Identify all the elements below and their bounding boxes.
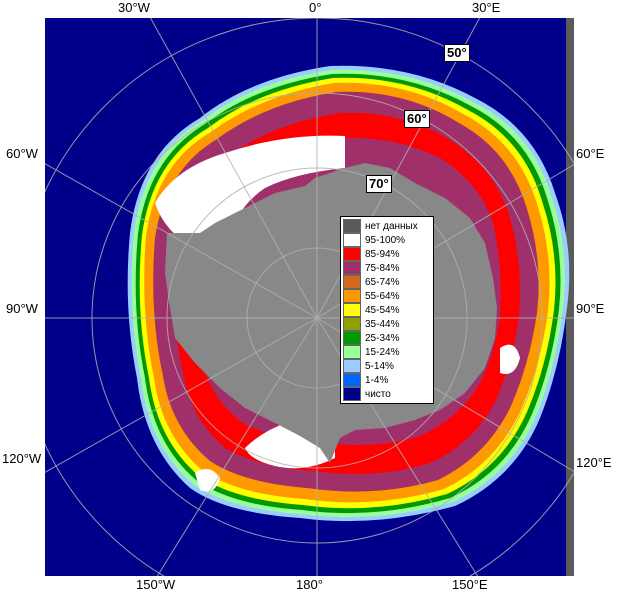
legend-label: чисто xyxy=(365,388,391,400)
legend-swatch xyxy=(343,373,361,387)
legend-swatch xyxy=(343,317,361,331)
fast-ice-weddell xyxy=(155,135,345,253)
sea-ice-map xyxy=(45,18,574,576)
legend-label: 85-94% xyxy=(365,248,400,260)
lat-label-50: 50° xyxy=(444,44,470,62)
legend-item: нет данных xyxy=(343,219,418,233)
legend-swatch xyxy=(343,387,361,401)
legend-item: 35-44% xyxy=(343,317,399,331)
lon-label-90e: 90°E xyxy=(576,301,605,316)
lon-label-0: 0° xyxy=(309,0,322,15)
legend-label: 1-4% xyxy=(365,374,389,386)
legend-swatch xyxy=(343,303,361,317)
legend-label: 15-24% xyxy=(365,346,400,358)
legend-item: 75-84% xyxy=(343,261,399,275)
legend-label: 55-64% xyxy=(365,290,400,302)
legend-swatch xyxy=(343,289,361,303)
legend-swatch xyxy=(343,331,361,345)
legend-swatch xyxy=(343,275,361,289)
lon-label-90w: 90°W xyxy=(6,301,38,316)
lon-label-180: 180° xyxy=(296,577,323,592)
lon-label-60w: 60°W xyxy=(6,146,38,161)
lon-label-120w: 120°W xyxy=(2,451,42,466)
legend-swatch xyxy=(343,233,361,247)
legend-item: 1-4% xyxy=(343,373,388,387)
lon-label-150w: 150°W xyxy=(136,577,176,592)
legend-swatch xyxy=(343,247,361,261)
legend-label: нет данных xyxy=(365,220,418,232)
legend-label: 45-54% xyxy=(365,304,400,316)
lon-label-60e: 60°E xyxy=(576,146,605,161)
legend-swatch xyxy=(343,261,361,275)
legend-item: 55-64% xyxy=(343,289,399,303)
legend-label: 5-14% xyxy=(365,360,394,372)
legend-swatch xyxy=(343,359,361,373)
legend-item: 95-100% xyxy=(343,233,405,247)
legend-item: 85-94% xyxy=(343,247,399,261)
nodata-strip xyxy=(566,18,574,576)
legend-label: 25-34% xyxy=(365,332,400,344)
lon-label-150e: 150°E xyxy=(452,577,488,592)
concentration-legend: нет данных 95-100% 85-94% 75-84% 65-74% 55-64… xyxy=(340,216,434,404)
fast-ice-east xyxy=(500,344,520,374)
legend-swatch xyxy=(343,219,361,233)
legend-item: 65-74% xyxy=(343,275,399,289)
legend-label: 65-74% xyxy=(365,276,400,288)
lat-label-60: 60° xyxy=(404,110,430,128)
lon-label-30w: 30°W xyxy=(118,0,150,15)
lon-label-30e: 30°E xyxy=(472,0,501,15)
legend-swatch xyxy=(343,345,361,359)
legend-item: 5-14% xyxy=(343,359,394,373)
legend-item: 15-24% xyxy=(343,345,399,359)
lat-label-70: 70° xyxy=(366,175,392,193)
legend-item: чисто xyxy=(343,387,391,401)
legend-item: 25-34% xyxy=(343,331,399,345)
legend-label: 75-84% xyxy=(365,262,400,274)
legend-item: 45-54% xyxy=(343,303,399,317)
legend-label: 95-100% xyxy=(365,234,406,246)
lon-label-120e: 120°E xyxy=(576,455,612,470)
legend-label: 35-44% xyxy=(365,318,400,330)
